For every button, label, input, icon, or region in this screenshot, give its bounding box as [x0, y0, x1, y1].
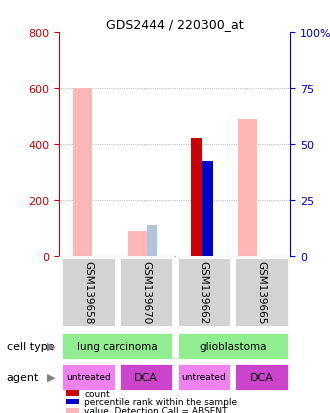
Text: agent: agent — [7, 372, 39, 382]
Text: lung carcinoma: lung carcinoma — [77, 341, 157, 351]
Bar — [177, 258, 231, 327]
Bar — [238, 119, 257, 256]
Text: percentile rank within the sample: percentile rank within the sample — [84, 397, 237, 406]
Text: ▶: ▶ — [47, 341, 55, 351]
Bar — [191, 139, 202, 256]
Bar — [202, 161, 214, 256]
Text: GSM139658: GSM139658 — [83, 261, 93, 324]
Bar — [177, 332, 289, 360]
Bar — [234, 363, 289, 391]
Bar — [234, 258, 289, 327]
Bar — [61, 363, 116, 391]
Bar — [61, 332, 173, 360]
Text: untreated: untreated — [182, 373, 226, 381]
Text: DCA: DCA — [134, 372, 158, 382]
Text: count: count — [84, 389, 110, 398]
Text: ▶: ▶ — [47, 372, 55, 382]
Bar — [73, 89, 92, 256]
Text: GSM139670: GSM139670 — [141, 261, 151, 324]
Text: DCA: DCA — [249, 372, 274, 382]
Text: cell type: cell type — [7, 341, 54, 351]
Text: value, Detection Call = ABSENT: value, Detection Call = ABSENT — [84, 406, 228, 413]
Text: untreated: untreated — [66, 373, 111, 381]
Bar — [177, 363, 231, 391]
Bar — [119, 363, 173, 391]
Bar — [119, 258, 173, 327]
Text: GSM139662: GSM139662 — [199, 261, 209, 324]
Bar — [148, 225, 157, 256]
Text: glioblastoma: glioblastoma — [199, 341, 266, 351]
Text: GSM139665: GSM139665 — [256, 261, 267, 324]
Bar — [128, 231, 147, 256]
Title: GDS2444 / 220300_at: GDS2444 / 220300_at — [106, 17, 244, 31]
Bar — [61, 258, 116, 327]
